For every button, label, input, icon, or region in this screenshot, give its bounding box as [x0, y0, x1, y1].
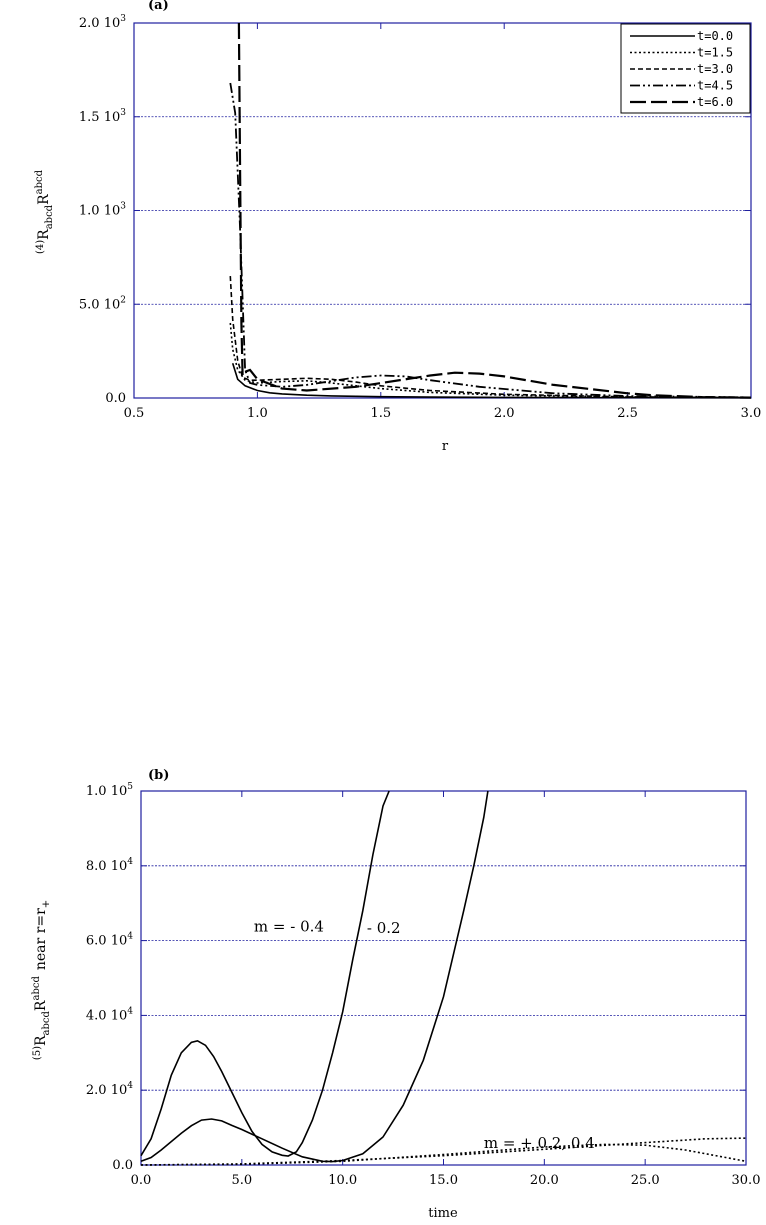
panel-b-y-ticks: 0.0 2.0 104 4.0 104 6.0 104 8.0 104 1.0 105: [86, 782, 746, 1173]
annotation-label: - 0.2: [367, 919, 401, 937]
annotation-label: m = + 0.2, 0.4: [484, 1134, 595, 1152]
y-tick-label: 0.0: [112, 1158, 133, 1173]
panel-b-x-label: time: [428, 1206, 458, 1221]
x-tick-label: 30.0: [732, 1173, 761, 1188]
panel-b-gridlines: [141, 865, 746, 1091]
x-tick-label: 5.0: [231, 1173, 252, 1188]
y-tick-label: 1.0 105: [86, 782, 133, 799]
panel-a-ylabel-sup: abcd: [34, 169, 45, 194]
panel-b-ylabel-tailsub: +: [41, 900, 52, 908]
legend-entry: t=6.0: [697, 95, 733, 109]
legend-entry: t=1.5: [697, 46, 733, 60]
panel-a-x-ticks: 0.5 1.0 1.5 2.0 2.5 3.0: [124, 23, 762, 421]
series-line-1: [231, 363, 752, 399]
panel-b-ylabel-R2: R: [33, 1000, 49, 1011]
series-line-2: [229, 322, 752, 399]
annotation-label: m = - 0.4: [254, 917, 324, 935]
panel-a-label: (a): [148, 0, 169, 13]
panel-a-gridlines: [134, 116, 751, 305]
panel-a-y-ticks: 0.0 5.0 102 1.0 103 1.5 103 2.0 103: [79, 14, 751, 406]
legend-entry: t=0.0: [697, 29, 733, 43]
series-line-1: [140, 790, 390, 1157]
panel-b-annotations: m = - 0.4 - 0.2 m = + 0.2, 0.4: [254, 917, 595, 1152]
panel-b-ylabel-pre: (5): [32, 1046, 43, 1060]
panel-a-x-label: r: [442, 439, 449, 454]
panel-b-series: [140, 790, 747, 1166]
panel-b-ylabel-sup: abcd: [31, 976, 42, 1001]
x-tick-label: 15.0: [429, 1173, 458, 1188]
panel-b-y-label: (5)RabcdRabcdnear r=r+: [31, 900, 52, 1060]
panel-a-y-label: (4)RabcdRabcd: [34, 169, 55, 254]
x-tick-label: 1.5: [370, 406, 391, 421]
legend-entry: t=3.0: [697, 62, 733, 76]
panel-a-ylabel-sub: abcd: [44, 204, 55, 229]
panel-a-series: [229, 22, 752, 399]
series-line-3: [229, 276, 752, 399]
legend-entry: t=4.5: [697, 79, 733, 93]
x-tick-label: 2.0: [494, 406, 515, 421]
x-tick-label: 0.0: [131, 1173, 152, 1188]
x-tick-label: 0.5: [124, 406, 145, 421]
x-tick-label: 2.5: [617, 406, 638, 421]
panel-a-ylabel-R2: R: [36, 194, 52, 205]
panel-a-ylabel-pre: (4): [35, 240, 46, 254]
y-tick-label: 1.5 103: [79, 108, 126, 125]
x-tick-label: 3.0: [741, 406, 762, 421]
y-tick-label: 2.0 103: [79, 14, 126, 31]
panel-b-plot-frame: [140, 790, 747, 1166]
x-tick-label: 10.0: [328, 1173, 357, 1188]
panel-a-chart: 0.5 1.0 1.5 2.0 2.5 3.0 0.0 5.0 102 1.0 103 1.5 …: [34, 0, 761, 454]
series-line-4: [229, 82, 752, 399]
series-line-4: [140, 1143, 747, 1166]
series-line-5: [237, 22, 752, 399]
svg-text:(4)RabcdRabcd: (4)RabcdRabcd: [34, 169, 55, 254]
panel-b-label: (b): [148, 768, 169, 783]
y-tick-label: 8.0 104: [86, 857, 133, 874]
panel-b-chart: 0.0 5.0 10.0 15.0 20.0 25.0 30.0 0.0 2.0 104 4.0…: [31, 768, 760, 1221]
x-tick-label: 1.0: [247, 406, 268, 421]
x-tick-label: 20.0: [530, 1173, 559, 1188]
panel-a-legend: t=0.0 t=1.5 t=3.0 t=4.5 t=6.0: [620, 23, 751, 114]
panel-b-ylabel-sub: abcd: [41, 1010, 52, 1035]
y-tick-label: 2.0 104: [86, 1081, 133, 1098]
y-tick-label: 6.0 104: [86, 932, 133, 949]
y-tick-label: 4.0 104: [86, 1006, 133, 1023]
panel-b-ylabel-R1: R: [33, 1035, 49, 1046]
panel-a-ylabel-R1: R: [36, 229, 52, 240]
svg-text:(5)RabcdRabcdnear r=r+: (5)RabcdRabcdnear r=r+: [31, 900, 52, 1060]
panel-b-x-ticks: 0.0 5.0 10.0 15.0 20.0 25.0 30.0: [131, 791, 761, 1188]
series-line-2: [140, 790, 489, 1163]
y-tick-label: 0.0: [105, 391, 126, 406]
y-tick-label: 1.0 103: [79, 202, 126, 219]
panel-b-ylabel-tail: near r=r: [33, 908, 49, 970]
y-tick-label: 5.0 102: [79, 295, 126, 312]
x-tick-label: 25.0: [631, 1173, 660, 1188]
